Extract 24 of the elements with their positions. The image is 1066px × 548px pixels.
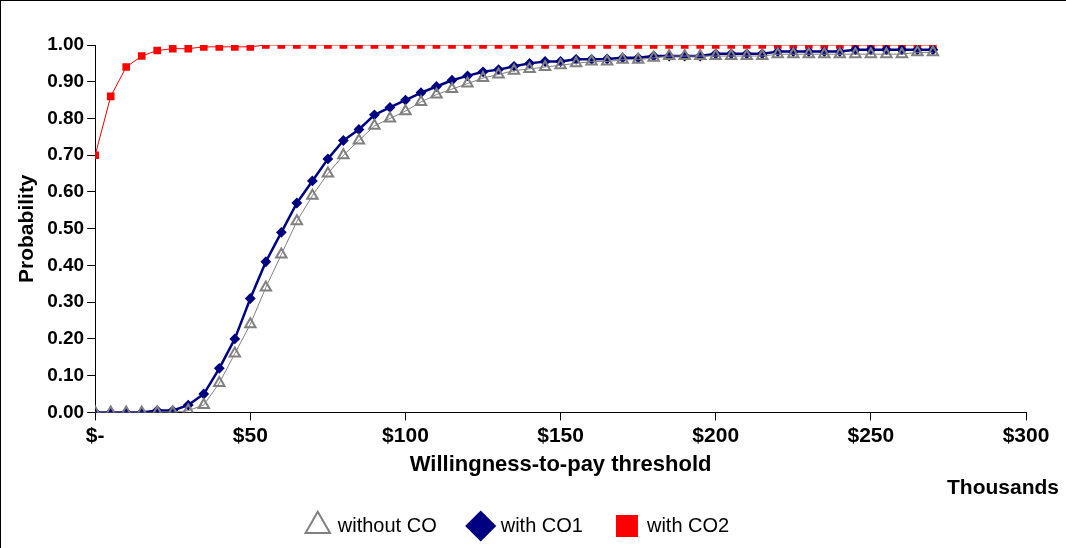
y-tick-label: 0.00 [47, 400, 85, 422]
x-tick-label: $200 [692, 422, 740, 446]
y-tick-label: 0.60 [47, 180, 85, 202]
x-tick-label: $150 [537, 422, 584, 446]
legend-label: with CO1 [499, 513, 583, 536]
legend-label: without CO [336, 513, 437, 536]
text: Thousands [946, 474, 1059, 498]
x-tick-label: $300 [1002, 422, 1050, 446]
x-tick-label: $50 [232, 422, 268, 446]
y-tick-label: 0.10 [47, 363, 85, 385]
y-tick-label: 1.00 [47, 33, 85, 55]
y-tick-label: 0.70 [47, 143, 85, 165]
y-axis-title: Probability [14, 174, 38, 283]
y-tick-label: 0.40 [47, 253, 85, 275]
y-tick-label: 0.80 [47, 106, 85, 128]
x-axis-title: Willingness-to-pay threshold [409, 450, 712, 476]
y-tick-label: 0.30 [47, 290, 85, 312]
x-tick-label: $100 [382, 422, 429, 446]
y-tick-label: 0.20 [47, 327, 85, 349]
legend-label: with CO2 [645, 513, 730, 536]
x-tick-label: $250 [847, 422, 895, 446]
y-tick-label: 0.50 [47, 216, 85, 238]
y-tick-label: 0.90 [47, 69, 85, 91]
x-tick-label: $- [85, 422, 105, 446]
